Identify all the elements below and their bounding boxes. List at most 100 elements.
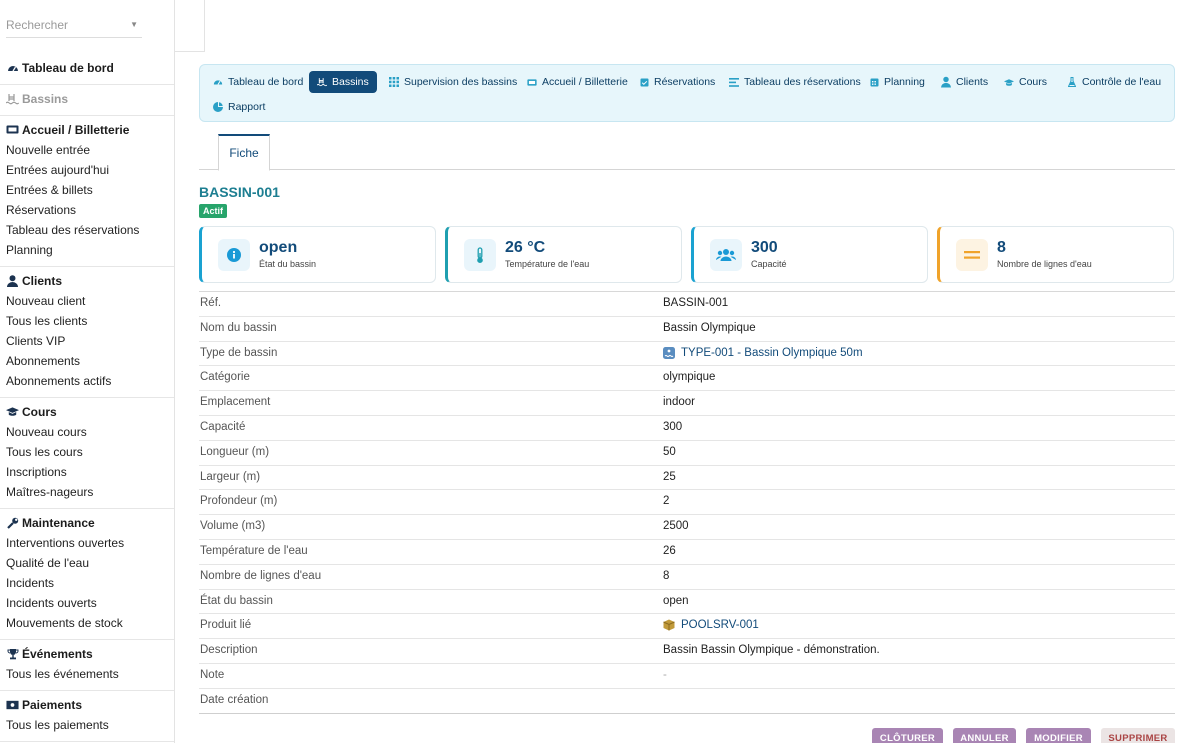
sidebar-item[interactable]: Incidents (6, 576, 55, 590)
field-value-text: Bassin Olympique (663, 321, 756, 334)
sidebar-item[interactable]: Maîtres-nageurs (6, 485, 94, 499)
kpi-label: Température de l'eau (505, 259, 590, 269)
list-icon (729, 77, 739, 87)
field-value: BASSIN-001 (663, 297, 728, 309)
sidebar-item[interactable]: Nouveau cours (6, 425, 87, 439)
menu-item[interactable]: Accueil / Billetterie (519, 71, 636, 93)
cancel-button[interactable]: ANNULER (953, 728, 1016, 743)
field-value: Bassin Olympique (663, 322, 756, 334)
sidebar-item[interactable]: Interventions ouvertes (6, 536, 125, 550)
sidebar-item[interactable]: Nouvelle entrée (6, 143, 91, 157)
menu-item[interactable]: Clients (933, 71, 996, 93)
sidebar-item[interactable]: Entrées & billets (6, 183, 93, 197)
field-label: Capacité (200, 420, 246, 433)
sidebar-item[interactable]: Clients VIP (6, 334, 66, 348)
table-row: Réf. BASSIN-001 (199, 292, 1175, 317)
search-box[interactable]: ▼ (6, 18, 142, 38)
sidebar-item[interactable]: Abonnements (6, 354, 81, 368)
field-label: Largeur (m) (200, 470, 261, 483)
sidebar-item[interactable]: Tous les événements (6, 667, 119, 681)
sidebar-section-title[interactable]: Accueil / Billetterie (0, 120, 174, 140)
menu-item[interactable]: Réservations (631, 71, 723, 93)
top-menu: Tableau de bord Bassins Supervision des ba… (199, 64, 1175, 122)
sidebar-item[interactable]: Tous les paiements (6, 718, 109, 732)
menu-item[interactable]: Bassins (309, 71, 377, 93)
sidebar-section-title[interactable]: Paiements (0, 695, 174, 715)
chevron-down-icon[interactable]: ▼ (130, 20, 138, 29)
grid-icon (389, 77, 399, 87)
kpi-label: État du bassin (259, 259, 317, 269)
menu-item[interactable]: Tableau de bord (205, 71, 311, 93)
field-link[interactable]: TYPE-001 - Bassin Olympique 50m (663, 346, 863, 359)
sidebar-item[interactable]: Abonnements actifs (6, 374, 112, 388)
kpi-value: 8 (997, 239, 1006, 256)
table-row: Catégorie olympique (199, 366, 1175, 392)
field-label: Réf. (200, 297, 222, 309)
sidebar-section: Clients Nouveau client Tous les clients Cli… (0, 267, 174, 398)
pool-icon (6, 93, 19, 105)
field-value-text: 25 (663, 470, 676, 483)
field-value: 26 (663, 545, 676, 557)
ticket-icon (6, 124, 19, 136)
menu-item[interactable]: Tableau des réservations (721, 71, 869, 93)
modify-button[interactable]: MODIFIER (1026, 728, 1091, 743)
calendar-icon (869, 77, 879, 87)
delete-button[interactable]: SUPPRIMER (1101, 728, 1175, 743)
sidebar-section-label: Clients (22, 273, 63, 288)
toolbar-placeholder (175, 0, 205, 52)
sidebar-item[interactable]: Tous les cours (6, 445, 83, 459)
sidebar-item[interactable]: Incidents ouverts (6, 596, 97, 610)
sidebar-item[interactable]: Tous les clients (6, 314, 88, 328)
close-button[interactable]: CLÔTURER (872, 728, 943, 743)
table-row: Largeur (m) 25 (199, 466, 1175, 491)
field-label: Emplacement (200, 396, 271, 409)
menu-item[interactable]: Cours (996, 71, 1055, 93)
field-link[interactable]: POOLSRV-001 (663, 619, 759, 631)
menu-item[interactable]: Rapport (205, 96, 273, 118)
table-row: Emplacement indoor (199, 391, 1175, 416)
sidebar-item[interactable]: Qualité de l'eau (6, 556, 90, 570)
user-icon (941, 76, 951, 88)
menu-item-label: Accueil / Billetterie (542, 76, 628, 88)
menu-item[interactable]: Supervision des bassins (381, 71, 525, 93)
sidebar-item[interactable]: Nouveau client (6, 294, 86, 308)
sidebar-section-label: Événements (22, 646, 93, 661)
sidebar-section-title[interactable]: Tableau de bord (0, 58, 174, 78)
sidebar-section-title[interactable]: Cours (0, 402, 174, 422)
sidebar-item[interactable]: Réservations (6, 203, 77, 217)
field-value-text: BASSIN-001 (663, 297, 729, 309)
tab-fiche[interactable]: Fiche (218, 134, 270, 171)
sidebar-item[interactable]: Entrées aujourd'hui (6, 163, 110, 177)
sidebar-section-title[interactable]: Bassins (0, 89, 174, 109)
trophy-icon (6, 648, 19, 660)
table-row: Date création (199, 689, 1175, 714)
sidebar-section-label: Cours (22, 404, 57, 419)
kpi-card: 300 Capacité (691, 226, 928, 283)
sidebar-section-title[interactable]: Clients (0, 271, 174, 291)
table-row: Description Bassin Bassin Olympique - dém… (199, 639, 1175, 664)
table-row: État du bassin open (199, 590, 1175, 615)
field-value-text: open (663, 594, 689, 607)
sidebar-section-title[interactable]: Événements (0, 644, 174, 664)
kpi-value: open (259, 239, 298, 256)
field-label: Volume (m3) (200, 520, 266, 533)
menu-item[interactable]: Planning (861, 71, 933, 93)
action-bar: CLÔTURER ANNULER MODIFIER SUPPRIMER (0, 728, 1200, 743)
pool-type-icon (663, 346, 675, 359)
table-row: Produit lié POOLSRV-001 (199, 614, 1175, 640)
field-label: Nom du bassin (200, 321, 277, 334)
sidebar-item[interactable]: Inscriptions (6, 465, 67, 479)
search-input[interactable] (6, 18, 122, 32)
field-value-text: olympique (663, 371, 716, 384)
sidebar-section-title[interactable]: Maintenance (0, 513, 174, 533)
sidebar-item[interactable]: Mouvements de stock (6, 616, 123, 630)
sidebar-item[interactable]: Tableau des réservations (6, 223, 140, 237)
graduation-cap-icon (1004, 77, 1014, 87)
menu-item[interactable]: Contrôle de l'eau (1059, 71, 1169, 93)
kpi-cards: open État du bassin 26 °C Température de l'… (199, 226, 1175, 284)
table-row: Volume (m3) 2500 (199, 515, 1175, 540)
kpi-card: 26 °C Température de l'eau (445, 226, 682, 283)
field-label: Produit lié (200, 619, 252, 632)
kpi-card: 8 Nombre de lignes d'eau (937, 226, 1174, 283)
sidebar-item[interactable]: Planning (6, 243, 53, 257)
